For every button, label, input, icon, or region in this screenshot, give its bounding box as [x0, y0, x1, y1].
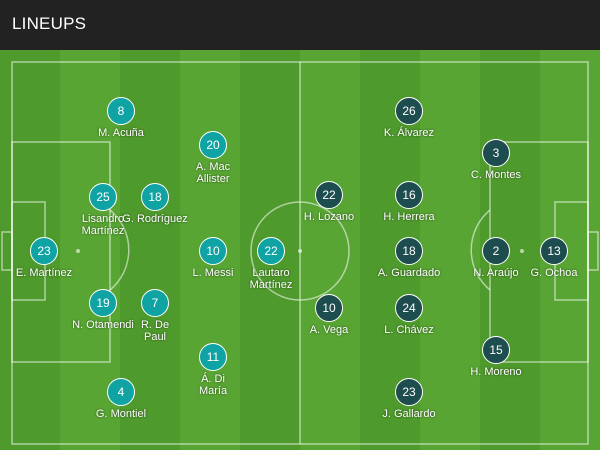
player-name: G. Montiel	[95, 408, 147, 420]
pitch: 23 E. Martínez 8 M. Acuña 25 Lisandro Ma…	[0, 50, 600, 450]
player-number-badge: 20	[199, 131, 227, 159]
player-number-badge: 16	[395, 181, 423, 209]
player-name: C. Montes	[470, 169, 522, 181]
player-number-badge: 11	[199, 343, 227, 371]
player-number-badge: 23	[395, 378, 423, 406]
player-name: Lisandro Martínez	[81, 213, 125, 237]
player-number-badge: 22	[257, 237, 285, 265]
player-number-badge: 26	[395, 97, 423, 125]
player-name: R. De Paul	[140, 319, 170, 343]
player-name: A. Guardado	[377, 267, 441, 279]
right-goal	[587, 231, 599, 271]
player-number-badge: 4	[107, 378, 135, 406]
right-penalty-spot	[520, 249, 524, 253]
player-number-badge: 23	[30, 237, 58, 265]
player-name: Á. Di María	[198, 373, 228, 397]
player-number-badge: 19	[89, 289, 117, 317]
left-goal	[1, 231, 13, 271]
player-name: E. Martínez	[15, 267, 73, 279]
player-number-badge: 25	[89, 183, 117, 211]
player-number-badge: 18	[141, 183, 169, 211]
player-number-badge: 10	[199, 237, 227, 265]
center-circle	[250, 201, 350, 301]
left-penalty-spot	[76, 249, 80, 253]
player-name: L. Messi	[192, 267, 234, 279]
player-name: G. Rodríguez	[122, 213, 188, 225]
player-name: J. Gallardo	[382, 408, 436, 420]
player-name: N. Araújo	[473, 267, 519, 279]
player-number-badge: 24	[395, 294, 423, 322]
lineups-header: LINEUPS	[0, 0, 600, 50]
player-number-badge: 7	[141, 289, 169, 317]
right-penalty-arc	[470, 209, 491, 291]
player-name: K. Álvarez	[383, 127, 435, 139]
header-title: LINEUPS	[12, 14, 87, 33]
player-name: H. Herrera	[383, 211, 435, 223]
left-penalty-arc	[109, 209, 130, 291]
player-number-badge: 18	[395, 237, 423, 265]
player-name: A. Vega	[309, 324, 349, 336]
player-name: N. Otamendi	[72, 319, 134, 331]
player-name: M. Acuña	[98, 127, 144, 139]
player-number-badge: 15	[482, 336, 510, 364]
player-name: H. Moreno	[470, 366, 522, 378]
player-name: G. Ochoa	[530, 267, 578, 279]
player-number-badge: 10	[315, 294, 343, 322]
player-number-badge: 8	[107, 97, 135, 125]
player-name: Lautaro Martínez	[249, 267, 293, 291]
pitch-markings	[1, 61, 599, 445]
player-name: L. Chávez	[384, 324, 434, 336]
center-spot	[298, 249, 302, 253]
player-name: A. Mac Allister	[195, 161, 231, 185]
player-number-badge: 3	[482, 139, 510, 167]
player-number-badge: 22	[315, 181, 343, 209]
player-name: H. Lozano	[303, 211, 355, 223]
player-number-badge: 2	[482, 237, 510, 265]
player-number-badge: 13	[540, 237, 568, 265]
